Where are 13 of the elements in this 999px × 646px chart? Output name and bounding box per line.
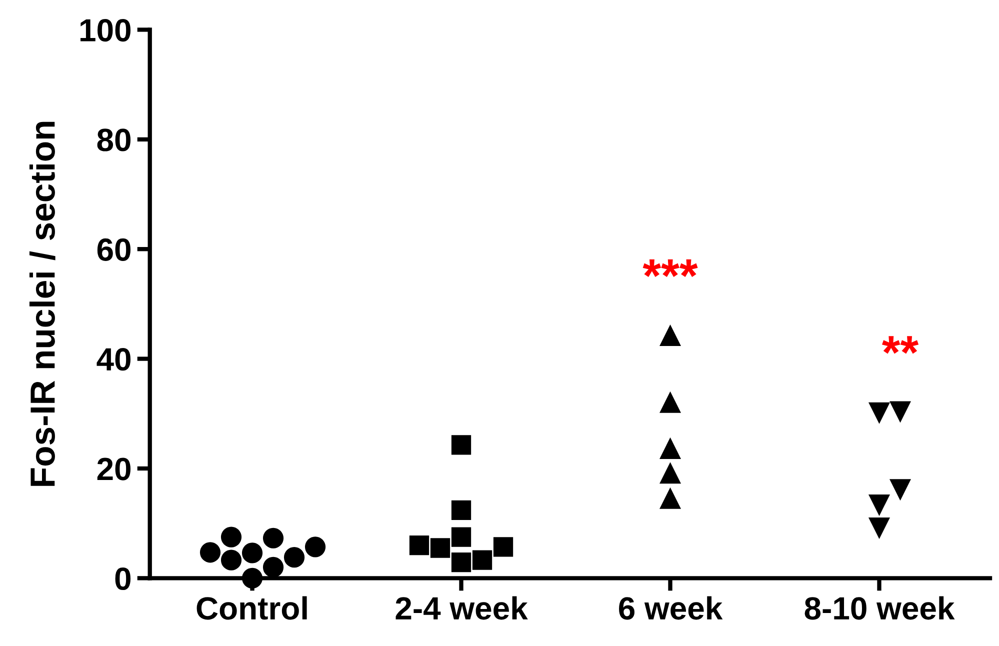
y-tick-label: 100: [80, 18, 130, 42]
y-axis-title: Fos-IR nuclei / section: [29, 122, 56, 486]
y-tick-label: 20: [97, 458, 130, 480]
y-tick-label: 60: [97, 238, 130, 261]
annotation: **: [882, 336, 919, 354]
annotation: ***: [642, 259, 698, 277]
y-tick-label: 40: [96, 348, 130, 371]
x-tick-label: 8-10 week: [804, 596, 955, 620]
y-tick-label: 0: [115, 567, 130, 590]
x-tick-label: 6 week: [619, 596, 723, 620]
x-tick-label: Control: [196, 596, 307, 620]
y-tick-label: 80: [97, 128, 130, 152]
x-tick-label: 2-4 week: [396, 596, 528, 620]
